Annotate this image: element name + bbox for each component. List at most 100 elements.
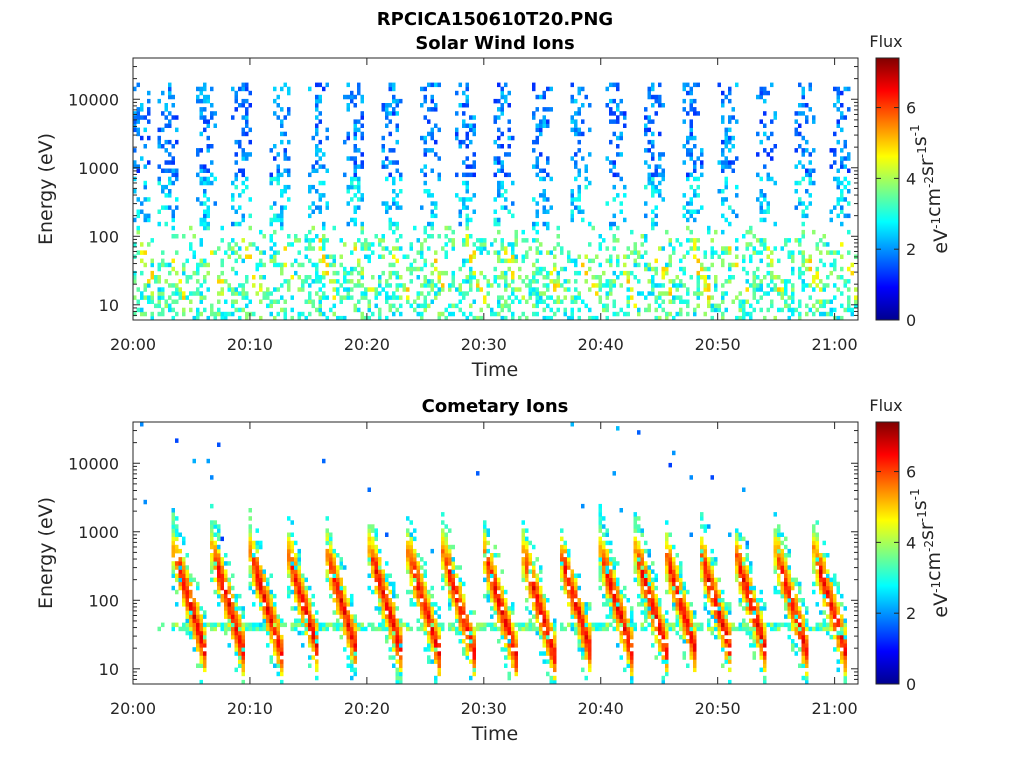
heatmap-cell (717, 307, 721, 313)
heatmap-cell (801, 250, 805, 255)
heatmap-cell (735, 553, 739, 558)
heatmap-cell (616, 115, 620, 120)
heatmap-cell (462, 295, 466, 300)
heatmap-cell (241, 86, 245, 92)
heatmap-cell (654, 602, 658, 607)
heatmap-cell (276, 176, 280, 182)
heatmap-cell (581, 606, 585, 611)
heatmap-cell (612, 299, 616, 304)
heatmap-cell (238, 663, 242, 668)
heatmap-cell (784, 299, 788, 304)
heatmap-cell (241, 639, 245, 644)
heatmap-cell (546, 160, 550, 165)
heatmap-cell (647, 602, 651, 607)
heatmap-cell (178, 581, 182, 587)
heatmap-cell (269, 634, 273, 640)
heatmap-cell (217, 585, 221, 591)
heatmap-cell (339, 622, 343, 628)
heatmap-cell (203, 193, 207, 198)
heatmap-cell (651, 610, 655, 615)
heatmap-cell (206, 148, 210, 153)
heatmap-cell (539, 610, 543, 615)
heatmap-cell (220, 593, 224, 599)
heatmap-cell (714, 229, 718, 235)
heatmap-cell (437, 315, 441, 321)
heatmap-cell (262, 569, 266, 574)
heatmap-cell (476, 622, 480, 628)
heatmap-cell (171, 283, 175, 288)
heatmap-cell (210, 503, 214, 509)
heatmap-cell (374, 626, 378, 632)
heatmap-cell (154, 279, 158, 284)
heatmap-cell (742, 315, 746, 321)
heatmap-cell (273, 630, 277, 636)
heatmap-cell (374, 553, 378, 558)
heatmap-cell (255, 528, 259, 533)
heatmap-cell (458, 626, 462, 632)
heatmap-cell (290, 275, 294, 280)
heatmap-cell (322, 164, 326, 169)
heatmap-cell (535, 295, 539, 300)
heatmap-cell (598, 295, 602, 300)
heatmap-cell (164, 184, 168, 190)
heatmap-cell (686, 311, 690, 317)
heatmap-cell (700, 262, 704, 268)
heatmap-cell (805, 139, 809, 145)
heatmap-cell (493, 565, 497, 570)
heatmap-cell (196, 610, 200, 615)
heatmap-cell (717, 610, 721, 615)
heatmap-cell (465, 291, 469, 296)
heatmap-cell (150, 238, 154, 243)
heatmap-cell (416, 275, 420, 280)
heatmap-cell (185, 258, 189, 264)
heatmap-cell (668, 557, 672, 562)
heatmap-cell (798, 82, 802, 88)
heatmap-cell (577, 107, 581, 112)
heatmap-cell (752, 283, 756, 288)
heatmap-cell (346, 291, 350, 296)
heatmap-cell (213, 111, 217, 116)
heatmap-cell (346, 610, 350, 615)
heatmap-cell (234, 610, 238, 615)
heatmap-cell (451, 229, 455, 235)
heatmap-cell (259, 598, 263, 603)
heatmap-cell (759, 283, 763, 288)
heatmap-cell (598, 569, 602, 574)
heatmap-cell (353, 283, 357, 288)
heatmap-cell (217, 561, 221, 566)
heatmap-cell (283, 115, 287, 120)
heatmap-cell (808, 176, 812, 182)
heatmap-cell (329, 279, 333, 284)
heatmap-cell (647, 180, 651, 186)
heatmap-cell (343, 315, 347, 321)
heatmap-cell (647, 573, 651, 578)
heatmap-cell (770, 148, 774, 153)
heatmap-cell (147, 98, 151, 104)
heatmap-cell (469, 303, 473, 309)
heatmap-cell (707, 618, 711, 623)
heatmap-cell (171, 103, 175, 108)
heatmap-cell (707, 295, 711, 300)
heatmap-cell (535, 229, 539, 235)
heatmap-cell (276, 250, 280, 255)
heatmap-cell (812, 180, 816, 186)
heatmap-cell (840, 189, 844, 194)
heatmap-cell (528, 622, 532, 628)
heatmap-cell (409, 626, 413, 632)
heatmap-cell (388, 86, 392, 92)
heatmap-cell (332, 626, 336, 632)
heatmap-cell (682, 602, 686, 607)
heatmap-cell (511, 250, 515, 255)
heatmap-cell (721, 197, 725, 202)
heatmap-cell (280, 262, 284, 268)
heatmap-cell (773, 275, 777, 280)
heatmap-cell (196, 86, 200, 92)
heatmap-cell (423, 164, 427, 169)
heatmap-cell (539, 94, 543, 100)
heatmap-cell (791, 283, 795, 288)
heatmap-cell (371, 287, 375, 292)
heatmap-cell (686, 135, 690, 141)
heatmap-cell (294, 565, 298, 570)
heatmap-cell (220, 536, 224, 542)
heatmap-cell (175, 516, 179, 521)
